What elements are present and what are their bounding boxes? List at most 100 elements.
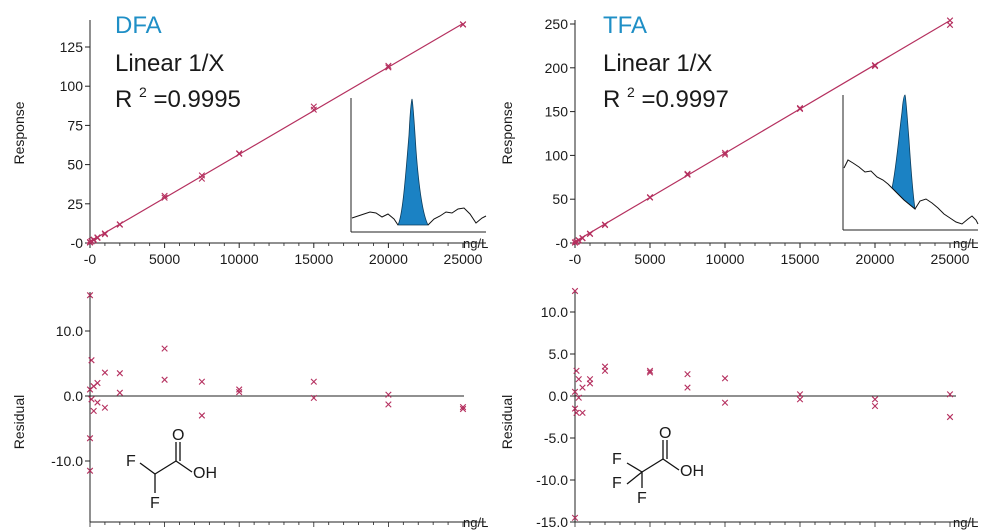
tfa-residual-y-tick-label: -10.0	[536, 472, 568, 488]
tfa-point	[646, 193, 654, 201]
tfa-x-tick-label: 25000	[931, 251, 970, 267]
dfa-residual-point	[86, 467, 94, 474]
dfa-residual-y-tick-label: -10.0	[51, 453, 83, 469]
tfa-structure	[626, 440, 680, 488]
tfa-residual-y-tick-label: 10.0	[541, 304, 568, 320]
tfa-residual-point	[579, 409, 586, 416]
dfa-r2-value: =0.9995	[153, 86, 240, 113]
dfa-y-tick-label: 25	[67, 196, 83, 212]
dfa-axis-ticks: -0 25 50 75 100 125 -0 5000 10000 15000 20000 25000	[60, 20, 483, 267]
dfa-residual-x-unit: ng/L	[463, 515, 488, 530]
dfa-point	[459, 21, 467, 28]
dfa-residual-panel: Residual -10.0 0.0 10.0 ng/L O OH F F	[11, 292, 488, 530]
tfa-y-tick-label: 100	[545, 147, 569, 163]
dfa-residual-point	[90, 407, 97, 415]
dfa-residual-point	[116, 389, 124, 396]
dfa-x-tick-label: 5000	[149, 251, 180, 267]
dfa-residual-point	[198, 378, 206, 385]
dfa-residual-y-axis-label: Residual	[11, 395, 27, 449]
dfa-point	[161, 192, 168, 199]
dfa-r2-prefix: R	[115, 86, 132, 113]
dfa-residual-points	[86, 292, 467, 474]
dfa-y-axis-label: Response	[11, 101, 27, 164]
dfa-point	[198, 172, 206, 179]
tfa-y-tick-label: 200	[545, 60, 569, 76]
dfa-residual-point	[88, 357, 95, 364]
tfa-structure-o: O	[659, 425, 671, 442]
dfa-residual-point	[116, 370, 124, 377]
dfa-point	[94, 234, 101, 241]
dfa-fit-line	[86, 22, 464, 244]
tfa-peak-area	[891, 94, 916, 210]
tfa-residual-point	[586, 380, 594, 387]
tfa-residual-point	[721, 375, 729, 382]
dfa-point	[236, 150, 243, 157]
dfa-residual-y-tick-label: 10.0	[56, 323, 83, 339]
tfa-residual-x-unit: ng/L	[953, 515, 978, 530]
tfa-x-tick-label: 20000	[856, 251, 895, 267]
dfa-residual-point	[310, 394, 317, 402]
dfa-residual-point	[385, 401, 392, 408]
dfa-x-tick-label: 20000	[369, 251, 408, 267]
tfa-point	[601, 221, 609, 228]
tfa-residual-point	[573, 409, 580, 416]
tfa-x-tick-label: 5000	[634, 251, 665, 267]
dfa-structure-f1: F	[126, 453, 136, 470]
dfa-residual-point	[161, 376, 168, 383]
tfa-chromatogram-inset	[842, 94, 979, 231]
dfa-peak-area	[397, 98, 429, 226]
tfa-calibration-panel: TFA Linear 1/X R 2 =0.9997 Response -0 50…	[499, 12, 979, 267]
dfa-y-tick-label: 50	[67, 157, 83, 173]
dfa-residual-point	[310, 378, 317, 385]
dfa-point	[90, 236, 97, 243]
dfa-point	[161, 194, 168, 201]
dfa-point	[101, 231, 109, 238]
tfa-point	[871, 61, 879, 69]
tfa-fit-line	[571, 19, 951, 244]
tfa-y-tick-label: -0	[556, 235, 569, 251]
dfa-x-unit: ng/L	[463, 236, 488, 251]
dfa-residual-point	[459, 403, 467, 411]
dfa-point	[116, 221, 124, 228]
dfa-residual-point	[94, 379, 101, 387]
dfa-residual-point	[86, 435, 94, 442]
dfa-y-tick-label: 100	[60, 78, 84, 94]
dfa-fit-label: Linear 1/X	[115, 50, 224, 77]
tfa-point	[579, 234, 586, 242]
tfa-residual-point	[571, 287, 579, 295]
dfa-point	[310, 103, 317, 110]
tfa-residual-point	[646, 367, 654, 374]
dfa-residual-ticks: -10.0 0.0 10.0	[51, 323, 464, 527]
dfa-y-tick-label: -0	[71, 235, 84, 251]
tfa-residual-y-tick-label: 0.0	[549, 388, 569, 404]
dfa-structure-oh: OH	[193, 465, 217, 482]
dfa-residual-point	[94, 399, 101, 406]
tfa-data-points	[571, 17, 954, 246]
tfa-point	[571, 239, 579, 246]
dfa-point	[101, 230, 109, 237]
tfa-structure-oh: OH	[680, 463, 704, 480]
dfa-y-tick-label: 125	[60, 39, 84, 55]
tfa-residual-point	[646, 369, 654, 376]
tfa-residual-point	[571, 388, 579, 395]
tfa-residual-points	[571, 287, 954, 521]
dfa-x-tick-label: -0	[84, 251, 97, 267]
dfa-data-points	[86, 21, 467, 246]
tfa-residual-point	[571, 405, 579, 412]
tfa-r2-label: R 2 =0.9997	[603, 76, 729, 113]
dfa-residual-point	[459, 405, 467, 413]
tfa-residual-point	[684, 370, 691, 378]
tfa-x-tick-label: 10000	[706, 251, 745, 267]
tfa-residual-point	[946, 413, 954, 421]
dfa-r2-label: R 2 =0.9995	[115, 76, 241, 113]
dfa-x-tick-label: 10000	[220, 251, 259, 267]
tfa-point	[721, 151, 729, 158]
tfa-y-tick-label: 50	[552, 191, 568, 207]
tfa-residual-point	[571, 514, 579, 521]
tfa-r2-sup: 2	[627, 84, 635, 100]
tfa-residual-y-tick-label: -5.0	[544, 430, 568, 446]
tfa-point	[586, 230, 594, 237]
dfa-residual-point	[88, 396, 95, 403]
tfa-x-tick-label: 15000	[781, 251, 820, 267]
dfa-point	[385, 64, 392, 71]
